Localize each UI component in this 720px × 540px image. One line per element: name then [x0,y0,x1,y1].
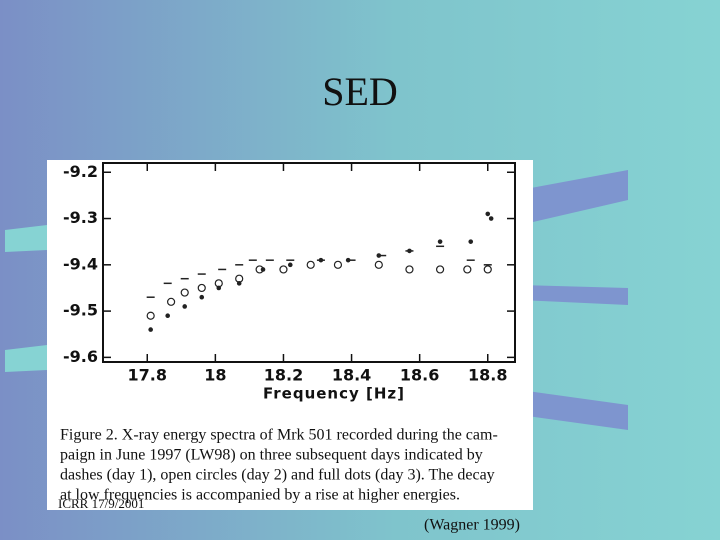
caption-line: dashes (day 1), open circles (day 2) and… [60,467,495,484]
dot-point [165,313,170,319]
circle-point [405,265,414,274]
caption-line: at low frequencies is accompanied by a r… [60,487,460,504]
dot-point [148,327,153,332]
decor [5,345,47,372]
credit: (Wagner 1999) [424,517,520,534]
circle-point [279,265,288,274]
x-tick-label: 18.8 [468,366,507,385]
dot-point [376,253,382,258]
circle-point [146,311,155,320]
x-tick-label: 18.2 [264,366,303,385]
footer: ICRR 17/9/2001 [58,496,144,511]
y-tick-label: -9.4 [63,254,98,273]
circle-point [374,260,383,269]
dot-point [488,216,494,221]
y-tick-label: -9.5 [63,301,98,320]
dot-point [345,257,351,263]
x-tick-label: 17.8 [128,366,167,385]
decor [520,390,628,430]
dot-point [485,211,491,217]
dot-point [216,285,222,291]
figure-panel [47,160,533,510]
circle-point [333,260,343,269]
x-tick-label: 18 [204,366,226,385]
x-tick-label: 18.4 [332,366,371,385]
caption-line: Figure 2. X-ray energy spectra of Mrk 50… [60,427,498,444]
x-tick-label: 18.6 [400,366,439,385]
circle-point [180,288,189,297]
y-tick-label: -9.3 [63,208,98,227]
dot-point [287,262,293,268]
circle-point [197,283,206,293]
decor [520,285,628,305]
dot-point [318,257,324,263]
circle-point [166,297,176,306]
y-tick-label: -9.6 [63,347,98,366]
dot-point [407,248,412,254]
circle-point [306,260,315,269]
circle-point [483,265,492,274]
dot-point [468,239,474,244]
y-tick-label: -9.2 [63,162,98,181]
dot-point [437,239,443,244]
dot-point [199,294,205,300]
dot-point [260,267,266,272]
x-axis-label: Frequency [Hz] [263,385,405,403]
plot-frame [102,162,516,363]
caption: Figure 2. X-ray energy spectra of Mrk 50… [60,427,498,504]
circle-point [435,265,445,274]
decor [5,225,47,252]
decor [520,170,628,225]
dot-point [182,304,188,309]
dot-point [236,281,242,286]
slide-title: SED [322,69,398,114]
circle-point [463,265,472,274]
caption-line: paign in June 1997 (LW98) on three subse… [60,447,483,464]
